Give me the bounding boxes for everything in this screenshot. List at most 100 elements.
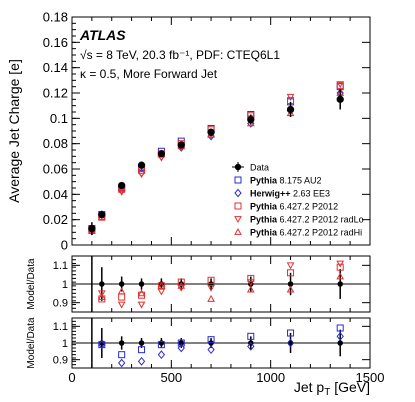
ratio-data-point [118,281,125,287]
ratio1-y-axis-label: Model/Data [26,258,37,310]
y-tick-label: 1 [62,338,68,350]
x-tick-label: 1500 [356,370,385,385]
ratio-data-point [99,281,105,287]
legend-marker [234,176,242,184]
ratio-model-point [117,301,126,309]
model-point [117,188,126,196]
ratio2-x-axis: 0 500 1000 1500 [68,318,384,385]
ratio-model-point [118,351,126,359]
ratio-model-point [177,339,185,347]
main-y-axis-label: Average Jet Charge [e] [6,59,22,203]
atlas-logo: ATLAS [79,27,126,43]
legend-entry-label: Herwig++ 2.63 EE3 [250,189,330,199]
ratio-model-point [336,331,344,341]
y-tick-label: 0.9 [53,298,68,310]
data-point [336,95,344,103]
ratio-model-point [207,336,215,344]
ratio-panel-pythia8-herwig: 0.9 1 1.1 0 500 1000 1500 Model/Data Jet pT [… [26,317,384,398]
y-tick-label: 1.1 [53,260,68,272]
ratio-data-point [337,281,343,287]
model-point [137,164,146,172]
ratio-model-point [117,287,126,295]
ratio-model-point [157,350,166,360]
main-x-axis [71,17,371,245]
y-tick-label: 1.1 [53,321,68,333]
x-axis-label: Jet pT [GeV] [294,379,370,398]
legend-entry-label: Pythia 6.427.2 P2012 radLo [250,215,364,225]
x-tick-label: 1000 [256,370,285,385]
ratio1-y-axis: 0.9 1 1.1 [53,255,370,313]
ratio-panel-pythia6: 0.9 1 1.1 Model/Data [26,255,371,313]
ratio-model-point [97,290,106,298]
ratio-model-point [207,294,215,302]
data-point [177,141,185,149]
ratio-model-point [157,288,166,296]
model-point [336,81,344,89]
ratio-data-point [287,340,294,346]
ratio-model-point [336,272,345,280]
legend-marker [234,163,242,171]
data-point [247,115,255,124]
legend: Data Pythia 8.175 AU2 Herwig++ 2.63 EE3 Pyt… [232,162,364,238]
y-tick-label: 0.9 [53,355,68,367]
ratio-model-point [157,281,166,289]
ratio-model-point [247,341,255,351]
ratio-model-point [286,262,295,270]
ratio-model-point [207,276,215,284]
ratio-model-point [336,324,344,332]
legend-marker [234,227,242,235]
ratio-model-point [247,332,255,340]
ratio-model-point [97,293,106,300]
ratio-model-point [336,263,344,271]
ratio-model-point [138,346,146,354]
y-tick-label: 0.14 [43,60,68,75]
ratio-model-point [157,341,165,349]
legend-marker [234,202,242,210]
ratio-model-point [98,340,106,350]
data-point [157,150,166,158]
ratio-model-point [118,293,126,301]
ratio-model-point [247,274,255,282]
legend-entry-label: Data [250,163,269,173]
ratio-data-point [337,340,343,346]
ratio-model-point [246,279,255,287]
ratio-data-point [138,340,145,346]
ratio-model-point [207,345,215,355]
y-tick-label: 0.04 [43,187,68,202]
ratio-model-point [137,356,146,366]
data-point [207,128,215,136]
y-tick-label: 0.12 [43,86,68,101]
y-tick-label: 0.06 [43,162,68,177]
ratio2-y-axis-label: Model/Data [26,317,37,369]
data-point [98,210,106,219]
y-tick-label: 1 [62,279,68,291]
x-tick-label: 0 [68,370,75,385]
ratio-model-point [177,343,185,353]
ratio-data-point [178,340,185,346]
main-panel: 0 0.02 0.04 0.06 0.08 0.1 0.12 0.14 0.16 0.18 Ave… [6,10,371,253]
ratio1-data-marks [72,256,370,312]
atlas-kappa-jet: κ = 0.5, More Forward Jet [80,67,218,81]
y-tick-label: 0.02 [43,212,68,227]
legend-marker [234,216,242,224]
legend-entry-label: Pythia 8.175 AU2 [250,176,322,186]
ratio-model-point [207,284,215,292]
model-point [336,81,345,89]
ratio-data-point [118,340,125,346]
ratio-model-point [287,329,295,337]
ratio-data-point [138,281,145,287]
data-point [88,224,96,233]
y-tick-label: 0.16 [43,35,68,50]
ratio-model-point [286,285,295,293]
data-point [118,181,126,190]
ratio-model-point [336,260,345,268]
ratio-model-point [137,301,146,309]
legend-entry-label: Pythia 6.427.2 P2012 radHi [250,228,362,238]
x-tick-label: 500 [160,370,182,385]
y-tick-label: 0.18 [43,10,68,25]
ratio-model-point [287,269,295,277]
legend-marker [234,188,242,198]
data-point [286,105,295,114]
model-point [286,93,295,101]
